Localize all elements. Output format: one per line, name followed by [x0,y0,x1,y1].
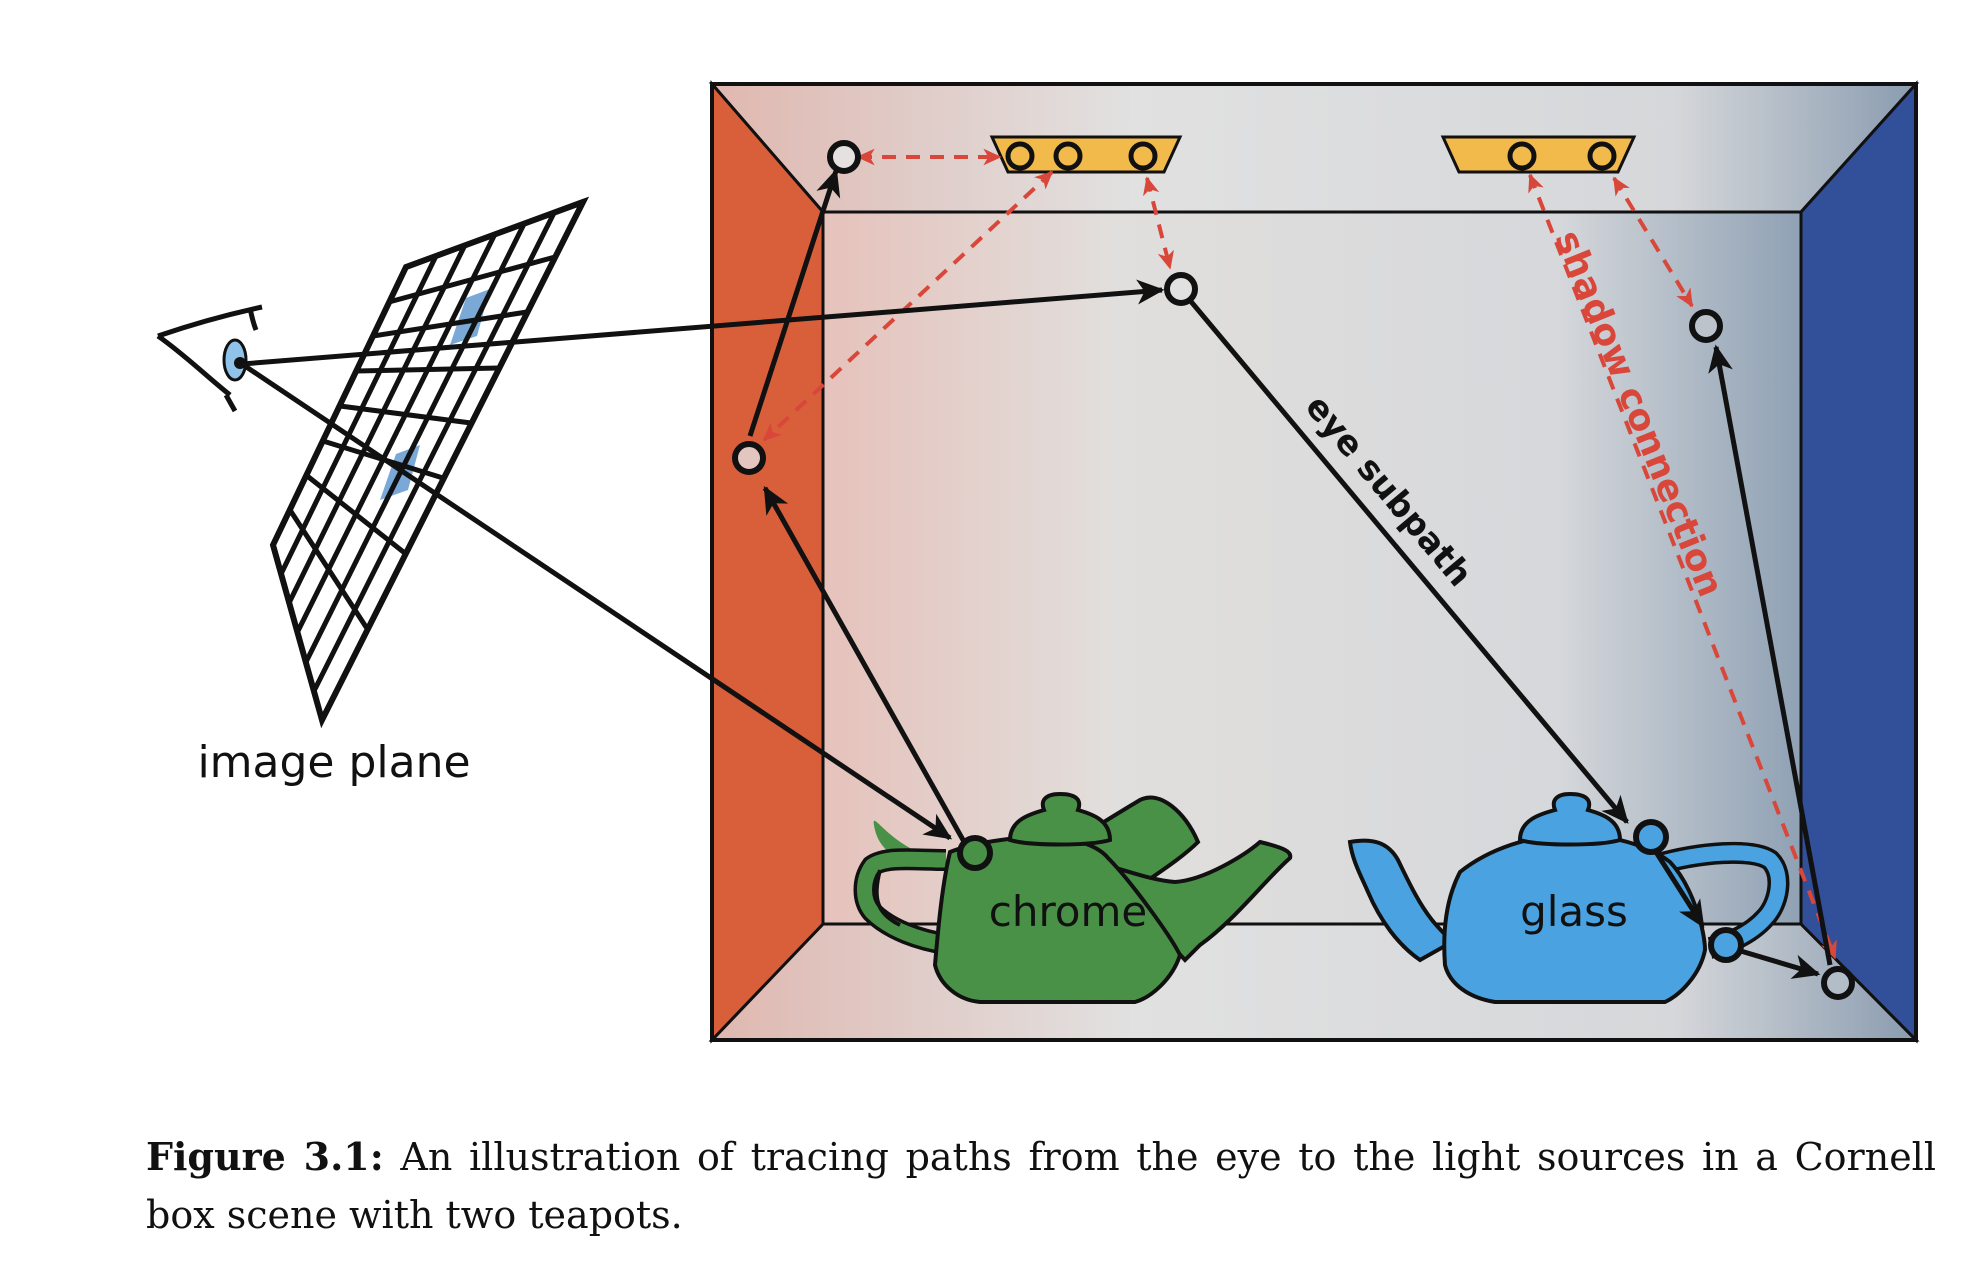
ceiling [708,82,1920,214]
shadow-ray [762,170,1054,442]
camera-ray [241,279,1165,367]
bounce-ray [762,485,970,849]
glass-ray [1733,946,1821,979]
corner-ray [1708,344,1833,966]
cornell-box-figure: image plane chrome glass eye subpath sha… [156,79,1920,1044]
eye-subpath-ray [1181,290,1629,824]
vertex-ceiling [827,140,861,174]
box-outline [710,82,1918,1042]
vertex-glass-exit [1708,927,1744,963]
vertex-floor [1821,966,1855,1000]
path-vertices [732,140,1855,1000]
figure-caption: Figure 3.1: An illustration of tracing p… [146,1128,1936,1244]
cornell-box [708,79,1920,1044]
chrome-label: chrome [989,887,1148,936]
vertex-back-wall [1164,272,1198,306]
caption-label: Figure 3.1: [146,1134,384,1179]
shadow-ray [1528,173,1837,960]
vertex-left-wall [732,441,766,475]
eye-paths [240,168,1833,979]
glass-label: glass [1520,887,1628,936]
light-right [1440,135,1637,174]
shadow-ray [1612,176,1694,308]
back-wall [821,210,1803,926]
chrome-teapot [853,791,1293,1004]
bounce-ray [747,168,841,437]
camera-ray [240,361,953,841]
light-left [989,135,1183,174]
shadow-ray [1143,176,1174,270]
vertex-chrome [957,835,993,871]
eye-icon [156,304,263,413]
caption-text: An illustration of tracing paths from th… [146,1135,1936,1237]
shadow-paths [762,148,1837,960]
vertex-glass-entry [1633,819,1669,855]
image-plane [269,196,590,729]
vertex-right-wall [1689,309,1723,343]
image-plane-label: image plane [197,737,470,788]
glass-ray [1653,850,1706,929]
